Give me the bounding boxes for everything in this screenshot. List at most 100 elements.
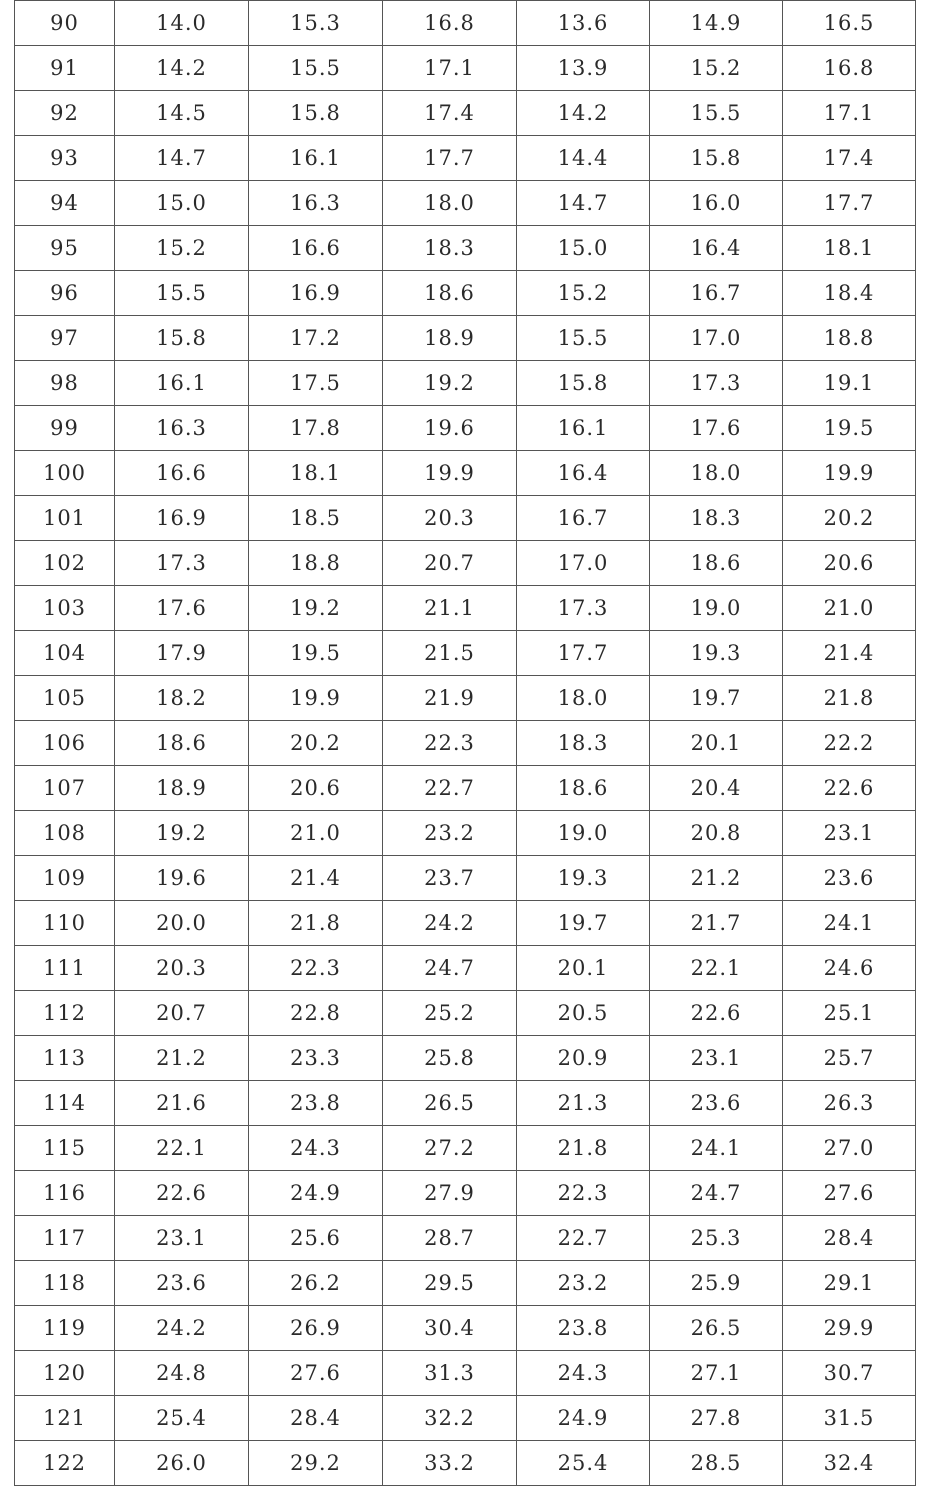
table-row: 98 16.1 17.5 19.2 15.8 17.3 19.1	[14, 360, 916, 406]
value-cell: 26.9	[248, 1305, 383, 1351]
value-cell: 27.2	[382, 1125, 517, 1171]
value-cell: 24.9	[248, 1170, 383, 1216]
value-cell: 24.7	[382, 945, 517, 991]
value-cell: 32.4	[782, 1440, 916, 1486]
value-cell: 14.5	[114, 90, 249, 136]
value-cell: 15.3	[248, 0, 383, 46]
value-cell: 24.3	[248, 1125, 383, 1171]
value-cell: 24.8	[114, 1350, 249, 1396]
value-cell: 21.5	[382, 630, 517, 676]
value-cell: 29.5	[382, 1260, 517, 1306]
value-cell: 20.1	[516, 945, 650, 991]
row-key-cell: 103	[14, 585, 115, 631]
value-cell: 23.2	[382, 810, 517, 856]
row-key-cell: 115	[14, 1125, 115, 1171]
value-cell: 18.4	[782, 270, 916, 316]
table-row: 116 22.6 24.9 27.9 22.3 24.7 27.6	[14, 1170, 916, 1216]
value-cell: 24.7	[649, 1170, 783, 1216]
value-cell: 28.4	[782, 1215, 916, 1261]
row-key-cell: 108	[14, 810, 115, 856]
value-cell: 21.8	[782, 675, 916, 721]
value-cell: 20.2	[782, 495, 916, 541]
value-cell: 17.1	[782, 90, 916, 136]
row-key-cell: 96	[14, 270, 115, 316]
value-cell: 19.5	[248, 630, 383, 676]
row-key-cell: 118	[14, 1260, 115, 1306]
table-row: 111 20.3 22.3 24.7 20.1 22.1 24.6	[14, 945, 916, 991]
value-cell: 27.9	[382, 1170, 517, 1216]
value-cell: 19.9	[382, 450, 517, 496]
table-row: 117 23.1 25.6 28.7 22.7 25.3 28.4	[14, 1215, 916, 1261]
data-table: 90 14.0 15.3 16.8 13.6 14.9 16.5 91 14.2 15.5 17.1…	[14, 0, 916, 1486]
table-row: 91 14.2 15.5 17.1 13.9 15.2 16.8	[14, 45, 916, 91]
value-cell: 16.1	[114, 360, 249, 406]
value-cell: 18.1	[248, 450, 383, 496]
value-cell: 33.2	[382, 1440, 517, 1486]
value-cell: 18.3	[382, 225, 517, 271]
table-row: 121 25.4 28.4 32.2 24.9 27.8 31.5	[14, 1395, 916, 1441]
value-cell: 17.7	[382, 135, 517, 181]
value-cell: 18.8	[782, 315, 916, 361]
table-row: 118 23.6 26.2 29.5 23.2 25.9 29.1	[14, 1260, 916, 1306]
value-cell: 20.3	[382, 495, 517, 541]
table-row: 106 18.6 20.2 22.3 18.3 20.1 22.2	[14, 720, 916, 766]
value-cell: 21.2	[649, 855, 783, 901]
value-cell: 22.6	[649, 990, 783, 1036]
value-cell: 22.7	[516, 1215, 650, 1261]
value-cell: 20.0	[114, 900, 249, 946]
row-key-cell: 100	[14, 450, 115, 496]
value-cell: 17.3	[516, 585, 650, 631]
row-key-cell: 122	[14, 1440, 115, 1486]
value-cell: 30.7	[782, 1350, 916, 1396]
row-key-cell: 90	[14, 0, 115, 46]
value-cell: 14.2	[114, 45, 249, 91]
value-cell: 15.8	[248, 90, 383, 136]
value-cell: 18.6	[382, 270, 517, 316]
data-table-container: 90 14.0 15.3 16.8 13.6 14.9 16.5 91 14.2 15.5 17.1…	[14, 0, 916, 1486]
row-key-cell: 117	[14, 1215, 115, 1261]
value-cell: 27.8	[649, 1395, 783, 1441]
value-cell: 25.7	[782, 1035, 916, 1081]
value-cell: 22.1	[649, 945, 783, 991]
table-row: 114 21.6 23.8 26.5 21.3 23.6 26.3	[14, 1080, 916, 1126]
value-cell: 24.2	[382, 900, 517, 946]
value-cell: 21.8	[248, 900, 383, 946]
row-key-cell: 104	[14, 630, 115, 676]
value-cell: 26.3	[782, 1080, 916, 1126]
value-cell: 17.4	[382, 90, 517, 136]
value-cell: 20.7	[382, 540, 517, 586]
value-cell: 23.1	[114, 1215, 249, 1261]
table-row: 93 14.7 16.1 17.7 14.4 15.8 17.4	[14, 135, 916, 181]
value-cell: 18.6	[649, 540, 783, 586]
value-cell: 25.4	[114, 1395, 249, 1441]
table-row: 102 17.3 18.8 20.7 17.0 18.6 20.6	[14, 540, 916, 586]
value-cell: 23.7	[382, 855, 517, 901]
value-cell: 16.5	[782, 0, 916, 46]
table-row: 122 26.0 29.2 33.2 25.4 28.5 32.4	[14, 1440, 916, 1486]
value-cell: 16.9	[248, 270, 383, 316]
value-cell: 23.3	[248, 1035, 383, 1081]
table-row: 94 15.0 16.3 18.0 14.7 16.0 17.7	[14, 180, 916, 226]
value-cell: 20.9	[516, 1035, 650, 1081]
value-cell: 21.7	[649, 900, 783, 946]
value-cell: 26.0	[114, 1440, 249, 1486]
value-cell: 23.1	[649, 1035, 783, 1081]
table-row: 105 18.2 19.9 21.9 18.0 19.7 21.8	[14, 675, 916, 721]
value-cell: 15.5	[248, 45, 383, 91]
value-cell: 28.7	[382, 1215, 517, 1261]
value-cell: 24.2	[114, 1305, 249, 1351]
value-cell: 15.8	[649, 135, 783, 181]
value-cell: 27.6	[782, 1170, 916, 1216]
value-cell: 14.7	[114, 135, 249, 181]
value-cell: 31.5	[782, 1395, 916, 1441]
table-row: 112 20.7 22.8 25.2 20.5 22.6 25.1	[14, 990, 916, 1036]
row-key-cell: 114	[14, 1080, 115, 1126]
value-cell: 17.2	[248, 315, 383, 361]
value-cell: 16.1	[516, 405, 650, 451]
row-key-cell: 102	[14, 540, 115, 586]
value-cell: 15.8	[114, 315, 249, 361]
value-cell: 15.2	[516, 270, 650, 316]
row-key-cell: 94	[14, 180, 115, 226]
value-cell: 21.2	[114, 1035, 249, 1081]
value-cell: 18.2	[114, 675, 249, 721]
